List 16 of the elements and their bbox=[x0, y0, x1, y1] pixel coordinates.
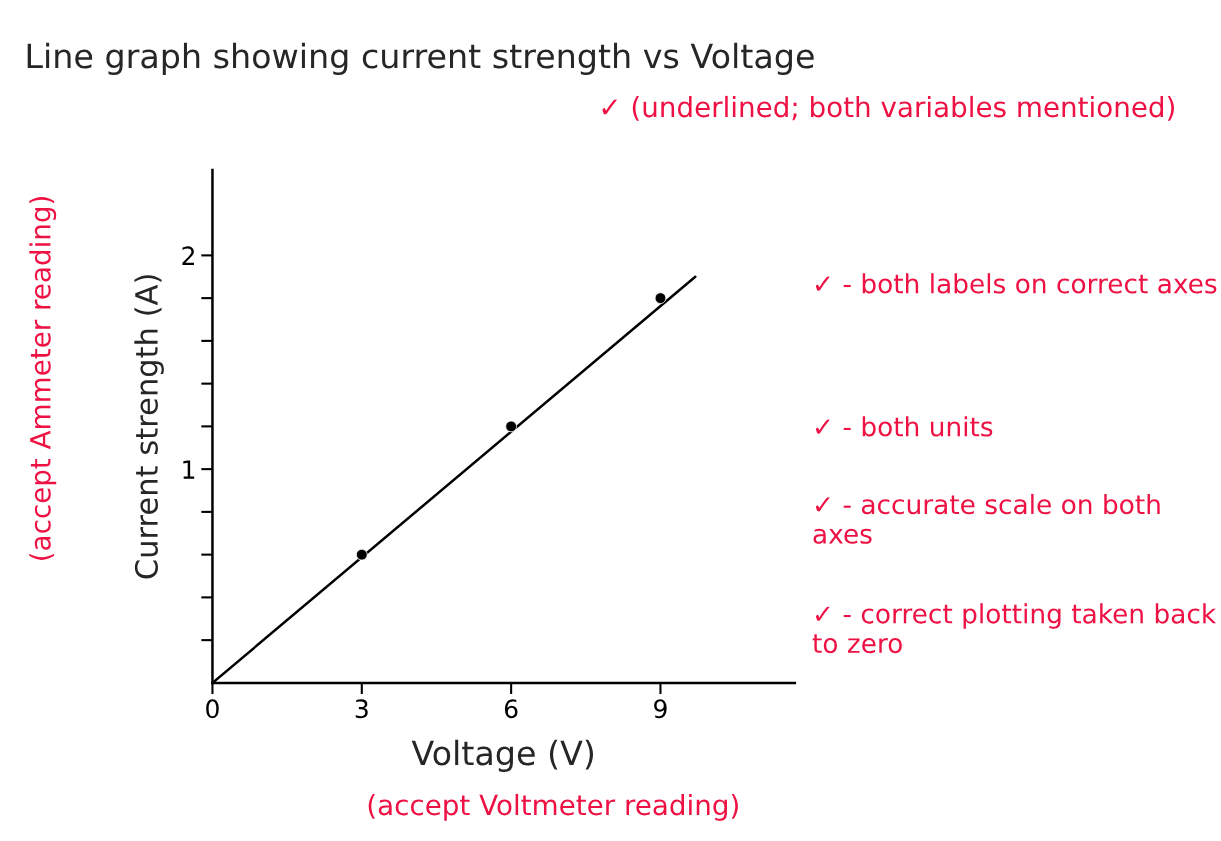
x-axis-title: Voltage (V) bbox=[411, 739, 594, 772]
y-tick-label: 1 bbox=[183, 460, 195, 479]
chart-title: Line graph showing current strength vs Voltage bbox=[27, 42, 814, 75]
text: ✓ - accurate scale on both axes bbox=[813, 493, 1160, 544]
x-tick-label: 6 bbox=[504, 699, 518, 719]
x-tick-label: 9 bbox=[654, 699, 667, 719]
y-tick-label: 2 bbox=[182, 246, 194, 265]
text: ✓ - both units bbox=[815, 416, 993, 437]
text: (accept Voltmeter reading) bbox=[368, 793, 738, 821]
text: ✓ - both labels on correct axes bbox=[815, 273, 1217, 294]
y-axis-title: Current strength (A) bbox=[134, 275, 164, 579]
text: (accept Ammeter reading) bbox=[29, 197, 57, 560]
text: ✓ - correct plotting taken back to zero bbox=[812, 603, 1217, 654]
x-tick-label: 0 bbox=[206, 699, 219, 719]
x-tick-label: 3 bbox=[355, 699, 368, 719]
text: ✓ (underlined; both variables mentioned) bbox=[602, 95, 1174, 121]
